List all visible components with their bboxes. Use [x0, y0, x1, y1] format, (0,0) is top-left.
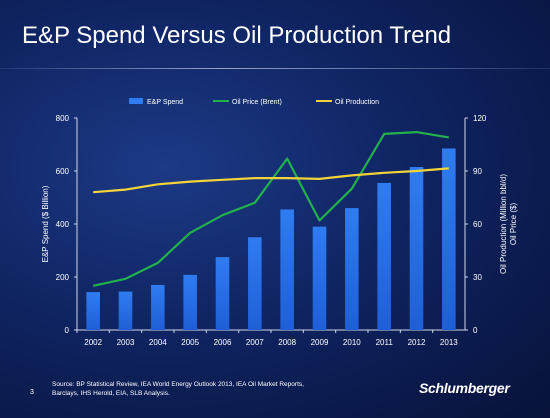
x-tick-label: 2002: [84, 338, 102, 347]
legend-label-oil-price: Oil Price (Brent): [232, 99, 282, 106]
x-tick-label: 2011: [376, 338, 394, 347]
line-oil-production: [93, 167, 449, 194]
left-tick-label: 400: [56, 220, 70, 229]
bar-ep-spend-2005: [183, 274, 197, 330]
x-tick-label: 2005: [181, 338, 199, 347]
bar-ep-spend-2009: [312, 226, 327, 330]
x-tick-label: 2012: [408, 338, 426, 347]
bar-ep-spend-2010: [345, 208, 359, 330]
legend-label-ep-spend: E&P Spend: [147, 99, 183, 106]
bar-ep-spend-2002: [86, 292, 100, 330]
bar-ep-spend-2011: [377, 182, 391, 330]
x-tick-label: 2010: [343, 338, 361, 347]
schlumberger-logo: Schlumberger: [419, 380, 510, 396]
left-axis-title: E&P Spend ($ Billion): [41, 185, 50, 262]
right-tick-label: 0: [473, 326, 478, 335]
bar-ep-spend-2006: [215, 257, 230, 330]
legend-swatch-ep-spend: [129, 98, 143, 104]
slide-title: E&P Spend Versus Oil Production Trend: [22, 22, 452, 49]
x-tick-label: 2008: [278, 338, 296, 347]
bar-ep-spend-2007: [248, 237, 262, 330]
bar-ep-spend-2013: [442, 148, 456, 330]
right-axis-title-production: Oil Production (Million bbl/d): [499, 174, 508, 274]
legend-label-oil-production: Oil Production: [335, 99, 379, 106]
x-tick-label: 2006: [214, 338, 232, 347]
bar-ep-spend-2008: [280, 209, 294, 330]
x-tick-label: 2013: [440, 338, 458, 347]
left-tick-label: 600: [56, 167, 70, 176]
source-note: Source: BP Statistical Review, IEA World…: [52, 381, 304, 397]
x-tick-label: 2003: [117, 338, 135, 347]
left-tick-label: 200: [56, 273, 70, 282]
page-number: 3: [30, 389, 34, 396]
x-tick-label: 2004: [149, 338, 167, 347]
bar-ep-spend-2004: [151, 284, 165, 330]
x-tick-label: 2009: [311, 338, 329, 347]
title-divider: [0, 68, 550, 69]
bar-ep-spend-2012: [409, 167, 424, 330]
right-tick-label: 90: [473, 167, 482, 176]
bar-ep-spend-2003: [118, 291, 133, 330]
left-tick-label: 800: [56, 114, 70, 123]
line-oil-price-brent: [92, 131, 449, 287]
right-tick-label: 120: [473, 114, 487, 123]
right-tick-label: 60: [473, 220, 482, 229]
right-tick-label: 30: [473, 273, 482, 282]
x-tick-label: 2007: [246, 338, 264, 347]
left-tick-label: 0: [65, 326, 70, 335]
right-axis-title-price: Oil Price ($): [509, 203, 518, 246]
